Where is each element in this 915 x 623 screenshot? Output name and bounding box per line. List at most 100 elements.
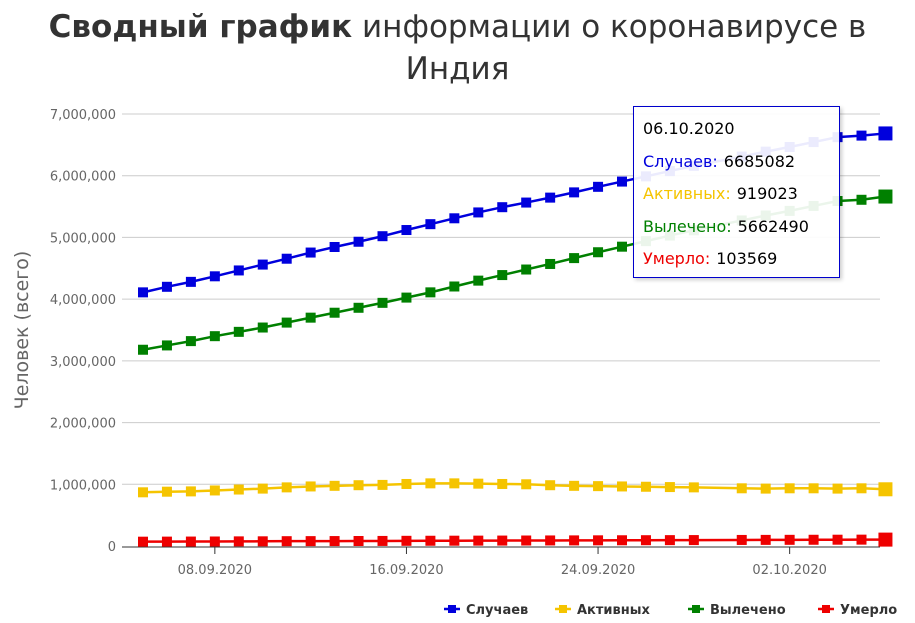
data-point[interactable] (497, 270, 508, 281)
data-point[interactable] (138, 344, 148, 355)
data-point[interactable] (161, 340, 172, 351)
data-point[interactable] (664, 482, 675, 493)
data-point[interactable] (353, 302, 364, 313)
data-point[interactable] (569, 480, 580, 491)
data-point[interactable] (401, 535, 412, 546)
data-point[interactable] (209, 536, 220, 547)
data-point[interactable] (878, 482, 893, 497)
data-point[interactable] (832, 483, 843, 494)
data-point[interactable] (878, 532, 893, 547)
data-point[interactable] (736, 534, 747, 545)
data-point[interactable] (569, 253, 580, 264)
data-point[interactable] (808, 483, 819, 494)
data-point[interactable] (688, 482, 699, 493)
data-point[interactable] (808, 534, 819, 545)
data-point[interactable] (784, 534, 795, 545)
data-point[interactable] (209, 485, 220, 496)
data-point[interactable] (473, 478, 484, 489)
data-point[interactable] (329, 536, 340, 547)
data-point[interactable] (257, 322, 268, 333)
data-point[interactable] (449, 535, 460, 546)
data-point[interactable] (425, 219, 436, 230)
data-point[interactable] (138, 287, 148, 298)
data-point[interactable] (185, 276, 196, 287)
data-point[interactable] (281, 253, 292, 264)
data-point[interactable] (138, 487, 148, 498)
data-point[interactable] (257, 483, 268, 494)
data-point[interactable] (545, 192, 556, 203)
data-point[interactable] (161, 536, 172, 547)
data-point[interactable] (856, 534, 867, 545)
data-point[interactable] (593, 181, 604, 192)
data-point[interactable] (640, 535, 651, 546)
legend[interactable]: Случаев Активных Вылечено Умерло (444, 603, 897, 618)
data-point[interactable] (473, 275, 484, 286)
data-point[interactable] (185, 536, 196, 547)
data-point[interactable] (593, 535, 604, 546)
data-point[interactable] (473, 535, 484, 546)
data-point[interactable] (569, 187, 580, 198)
data-point[interactable] (856, 483, 867, 494)
data-point[interactable] (233, 265, 244, 276)
data-point[interactable] (401, 292, 412, 303)
data-point[interactable] (425, 287, 436, 298)
legend-item-recovered[interactable]: Вылечено (688, 603, 786, 618)
data-point[interactable] (617, 176, 627, 187)
data-point[interactable] (377, 297, 388, 308)
data-point[interactable] (138, 536, 148, 547)
data-point[interactable] (521, 264, 532, 275)
data-point[interactable] (329, 307, 340, 318)
data-point[interactable] (281, 482, 292, 493)
data-point[interactable] (593, 481, 604, 492)
data-point[interactable] (545, 535, 556, 546)
data-point[interactable] (233, 536, 244, 547)
data-point[interactable] (760, 483, 771, 494)
data-point[interactable] (617, 481, 627, 492)
data-point[interactable] (377, 231, 388, 242)
data-point[interactable] (209, 331, 220, 342)
data-point[interactable] (401, 225, 412, 236)
data-point[interactable] (305, 536, 316, 547)
data-point[interactable] (593, 247, 604, 258)
data-point[interactable] (856, 130, 867, 141)
data-point[interactable] (640, 481, 651, 492)
data-point[interactable] (305, 247, 316, 258)
data-point[interactable] (736, 483, 747, 494)
data-point[interactable] (329, 480, 340, 491)
legend-item-deaths[interactable]: Умерло (818, 603, 897, 618)
data-point[interactable] (497, 202, 508, 213)
data-point[interactable] (617, 535, 627, 546)
legend-item-active[interactable]: Активных (555, 603, 650, 618)
data-point[interactable] (377, 535, 388, 546)
data-point[interactable] (353, 536, 364, 547)
data-point[interactable] (305, 312, 316, 323)
data-point[interactable] (161, 281, 172, 292)
data-point[interactable] (497, 478, 508, 489)
data-point[interactable] (784, 483, 795, 494)
data-point[interactable] (425, 535, 436, 546)
data-point[interactable] (257, 536, 268, 547)
data-point[interactable] (688, 535, 699, 546)
data-point[interactable] (760, 534, 771, 545)
data-point[interactable] (545, 480, 556, 491)
data-point[interactable] (449, 281, 460, 292)
data-point[interactable] (497, 535, 508, 546)
data-point[interactable] (473, 207, 484, 218)
data-point[interactable] (233, 326, 244, 337)
data-point[interactable] (425, 478, 436, 489)
data-point[interactable] (281, 317, 292, 328)
legend-item-cases[interactable]: Случаев (444, 603, 528, 618)
data-point[interactable] (617, 241, 627, 252)
data-point[interactable] (353, 236, 364, 247)
data-point[interactable] (233, 484, 244, 495)
data-point[interactable] (377, 479, 388, 490)
data-point[interactable] (449, 213, 460, 224)
data-point[interactable] (209, 271, 220, 282)
data-point[interactable] (878, 126, 893, 141)
data-point[interactable] (878, 189, 893, 204)
data-point[interactable] (856, 194, 867, 205)
data-point[interactable] (185, 336, 196, 347)
data-point[interactable] (521, 535, 532, 546)
data-point[interactable] (329, 241, 340, 252)
data-point[interactable] (257, 259, 268, 270)
